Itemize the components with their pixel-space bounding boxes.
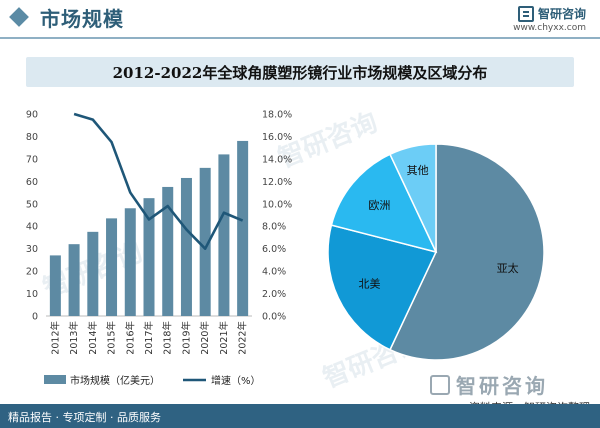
bar xyxy=(180,177,192,316)
y-right-tick-label: 16.0% xyxy=(262,132,292,143)
pie-slice-label: 北美 xyxy=(359,277,381,290)
y-left-tick-label: 40 xyxy=(26,222,38,233)
bar xyxy=(124,208,136,316)
bar xyxy=(49,255,61,316)
footer-text: 精品报告 · 专项定制 · 品质服务 xyxy=(8,411,161,424)
y-right-tick-label: 14.0% xyxy=(262,154,292,165)
brand: 智研咨询 www.chyxx.com xyxy=(513,5,586,33)
legend-line-label: 增速（%） xyxy=(211,374,261,387)
brand-url: www.chyxx.com xyxy=(513,23,586,33)
page-header: 市场规模 智研咨询 www.chyxx.com xyxy=(0,0,600,39)
brand-name: 智研咨询 xyxy=(537,7,586,21)
bar xyxy=(87,231,99,316)
y-left-tick-label: 60 xyxy=(26,177,38,188)
chart-title-bar: 2012-2022年全球角膜塑形镜行业市场规模及区域分布 xyxy=(26,57,574,87)
y-right-tick-label: 18.0% xyxy=(262,110,292,121)
pie-slice-label: 欧洲 xyxy=(368,199,390,212)
bottom-brand-logo-icon xyxy=(430,374,450,395)
y-right-tick-label: 8.0% xyxy=(262,222,286,233)
header-divider xyxy=(0,37,600,39)
legend-bar-swatch xyxy=(44,375,66,384)
bottom-brand: 智研咨询 xyxy=(430,370,548,399)
x-tick-label: 2021年 xyxy=(218,321,230,355)
bar xyxy=(143,198,155,316)
bar xyxy=(237,140,249,316)
y-left-tick-label: 10 xyxy=(26,289,38,300)
bar xyxy=(162,186,174,316)
x-tick-label: 2015年 xyxy=(106,321,118,355)
legend-bar-label: 市场规模（亿美元） xyxy=(70,374,160,387)
y-right-tick-label: 0.0% xyxy=(262,312,286,323)
pie-slice xyxy=(389,143,437,253)
section-title: 市场规模 xyxy=(40,7,124,31)
y-left-tick-label: 80 xyxy=(26,132,38,143)
x-tick-label: 2012年 xyxy=(49,321,61,355)
x-tick-label: 2020年 xyxy=(199,321,211,355)
x-tick-label: 2018年 xyxy=(162,321,174,355)
y-right-tick-label: 10.0% xyxy=(262,199,292,210)
pie-slice xyxy=(389,143,545,361)
x-tick-label: 2014年 xyxy=(87,321,99,355)
x-tick-label: 2017年 xyxy=(143,321,155,355)
y-right-tick-label: 12.0% xyxy=(262,177,292,188)
y-left-tick-label: 30 xyxy=(26,244,38,255)
pie-slice-label: 其他 xyxy=(407,164,429,177)
y-left-tick-label: 20 xyxy=(26,267,38,278)
growth-line xyxy=(73,112,244,250)
y-right-tick-label: 4.0% xyxy=(262,267,286,278)
y-left-tick-label: 50 xyxy=(26,199,38,210)
x-tick-label: 2019年 xyxy=(180,321,192,355)
y-left-tick-label: 90 xyxy=(26,110,38,121)
brand-logo-icon xyxy=(517,5,534,22)
y-left-tick-label: 70 xyxy=(26,154,38,165)
pie-slice xyxy=(330,153,438,254)
bottom-brand-name: 智研咨询 xyxy=(456,374,548,398)
pie-slice-label: 亚太 xyxy=(497,262,519,275)
bar xyxy=(218,154,230,316)
pie-slice xyxy=(327,224,438,351)
bar xyxy=(106,218,118,316)
y-right-tick-label: 2.0% xyxy=(262,289,286,300)
page-footer: 精品报告 · 专项定制 · 品质服务 xyxy=(0,404,600,428)
x-tick-label: 2016年 xyxy=(124,321,136,355)
x-tick-label: 2013年 xyxy=(68,321,80,355)
bar xyxy=(199,167,211,316)
y-left-tick-label: 0 xyxy=(32,312,38,323)
x-tick-label: 2022年 xyxy=(237,321,249,355)
chart-title: 2012-2022年全球角膜塑形镜行业市场规模及区域分布 xyxy=(112,64,488,82)
bar xyxy=(68,244,80,316)
y-right-tick-label: 6.0% xyxy=(262,244,286,255)
